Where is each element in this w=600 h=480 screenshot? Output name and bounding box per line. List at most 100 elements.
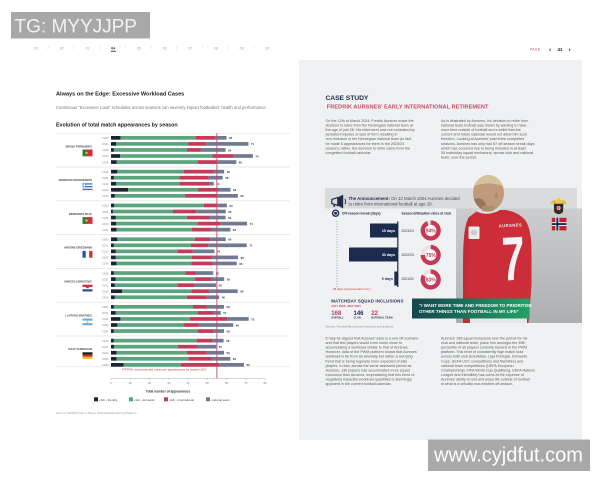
svg-text:freedom. Looking at Aursnes’ p: freedom. Looking at Aursnes’ past three … bbox=[441, 137, 524, 141]
svg-text:19/20: 19/20 bbox=[102, 204, 109, 208]
svg-text:GEORGIOS MAVROPANOS: GEORGIOS MAVROPANOS bbox=[59, 178, 93, 182]
svg-text:22/23: 22/23 bbox=[102, 289, 109, 293]
svg-text:Championship, FIFA World Cup Q: Championship, FIFA World Cup Qualifying,… bbox=[441, 368, 535, 372]
svg-text:60: 60 bbox=[229, 204, 233, 208]
svg-text:21/22: 21/22 bbox=[102, 182, 109, 186]
svg-text:ANTOINE GRIEZMANN: ANTOINE GRIEZMANN bbox=[64, 246, 92, 250]
svg-text:60: 60 bbox=[229, 136, 233, 140]
svg-text:22/23: 22/23 bbox=[102, 222, 109, 226]
svg-text:ILKAY GUNDOGAN: ILKAY GUNDOGAN bbox=[68, 347, 92, 351]
svg-text:23/24: 23/24 bbox=[102, 194, 109, 198]
svg-text:23/24: 23/24 bbox=[102, 363, 109, 367]
svg-text:65: 65 bbox=[239, 262, 243, 266]
svg-text:21/22: 21/22 bbox=[102, 216, 109, 220]
svg-text:Season: Season bbox=[402, 212, 414, 216]
svg-text:LAUTARO MARTINEZ: LAUTARO MARTINEZ bbox=[65, 313, 92, 317]
svg-text:club - international: club - international bbox=[170, 398, 195, 402]
svg-text:146: 146 bbox=[354, 311, 365, 317]
svg-text:20: 20 bbox=[148, 381, 152, 385]
svg-text:CLUB: CLUB bbox=[354, 316, 361, 320]
svg-text:03: 03 bbox=[85, 47, 89, 51]
svg-text:06: 06 bbox=[163, 47, 167, 51]
svg-text:congested football calendar.: congested football calendar. bbox=[326, 151, 372, 155]
svg-text:71: 71 bbox=[251, 142, 255, 146]
svg-text:10: 10 bbox=[129, 381, 133, 385]
svg-text:62: 62 bbox=[233, 188, 237, 192]
svg-text:in what is a virtually non-exi: in what is a virtually non-existent off-… bbox=[441, 382, 513, 386]
svg-text:the age of just 28. His retire: the age of just 28. His retirement was n… bbox=[326, 128, 415, 132]
svg-text:non-inclusion in the Norwegian: non-inclusion in the Norwegian national … bbox=[326, 137, 413, 141]
svg-text:19/20: 19/20 bbox=[102, 238, 109, 242]
svg-text:56: 56 bbox=[222, 296, 226, 300]
svg-text:59: 59 bbox=[227, 277, 231, 281]
svg-text:across both club (Eredivisie,: across both club (Eredivisie, Liga Portu… bbox=[441, 355, 527, 359]
svg-text:20/21: 20/21 bbox=[102, 311, 109, 315]
svg-text:season); rather, the decision: season); rather, the decision to retire … bbox=[326, 146, 410, 150]
svg-text:71: 71 bbox=[249, 244, 253, 248]
svg-text:PAGE: PAGE bbox=[530, 48, 541, 52]
svg-text:MATCHDAY SQUAD INCLUSIONS: MATCHDAY SQUAD INCLUSIONS bbox=[331, 298, 403, 303]
svg-text:64: 64 bbox=[236, 323, 240, 327]
svg-text:10: 10 bbox=[265, 47, 269, 51]
svg-text:0: 0 bbox=[110, 381, 112, 385]
svg-text:/: / bbox=[176, 46, 178, 51]
svg-text:21/22: 21/22 bbox=[102, 351, 109, 355]
svg-text:Utilisation rates at club: Utilisation rates at club bbox=[414, 212, 451, 216]
svg-text:CASE STUDY: CASE STUDY bbox=[326, 95, 369, 102]
svg-text:59: 59 bbox=[228, 216, 232, 220]
svg-text:71: 71 bbox=[250, 222, 254, 226]
svg-text:Evolution of total match appea: Evolution of total match appearances by … bbox=[56, 123, 178, 129]
svg-text:League and friendlies) has com: League and friendlies) has come at the e… bbox=[441, 373, 525, 377]
svg-text:Total number of appearances: Total number of appearances bbox=[146, 390, 190, 394]
svg-text:›: › bbox=[569, 47, 571, 54]
svg-text:Cups, UEFA UCC competitions an: Cups, UEFA UCC competitions and friendli… bbox=[441, 359, 523, 363]
svg-text:inclusions than Aursnes, empha: inclusions than Aursnes, emphasising tha… bbox=[326, 373, 416, 377]
svg-text:Source: Football Benchmark res: Source: Football Benchmark research and … bbox=[326, 324, 394, 328]
svg-text:MARCELO BROZOVIC: MARCELO BROZOVIC bbox=[64, 280, 92, 284]
svg-text:60: 60 bbox=[228, 210, 232, 214]
svg-text:TG: MYYJJPP: TG: MYYJJPP bbox=[15, 17, 137, 38]
svg-text:BERNARDO SILVA: BERNARDO SILVA bbox=[69, 212, 92, 216]
svg-text:60: 60 bbox=[225, 381, 229, 385]
svg-text:As is illustrated by Aursnes,: As is illustrated by Aursnes, his decisi… bbox=[441, 119, 528, 123]
svg-text:national team competitions (UE: national team competitions (UEFA Europea… bbox=[441, 364, 514, 368]
svg-text:“I WANT MORE TIME AND FREEDOM: “I WANT MORE TIME AND FREEDOM TO PRIORIT… bbox=[419, 303, 532, 308]
svg-text:05: 05 bbox=[137, 47, 141, 51]
svg-text:80: 80 bbox=[263, 381, 267, 385]
svg-text:04: 04 bbox=[111, 47, 115, 51]
svg-text:Aursnes, 130 players had accum: Aursnes, 130 players had accumulated mor… bbox=[326, 368, 410, 372]
svg-text:65: 65 bbox=[239, 160, 243, 164]
svg-text:01: 01 bbox=[34, 47, 38, 51]
svg-text:/: / bbox=[227, 46, 229, 51]
svg-text:/: / bbox=[202, 46, 204, 51]
svg-text:23/24: 23/24 bbox=[102, 296, 109, 300]
svg-text:62: 62 bbox=[233, 357, 237, 361]
svg-text:club - domestic: club - domestic bbox=[135, 398, 156, 402]
svg-text:20/21: 20/21 bbox=[102, 277, 109, 281]
svg-text:57: 57 bbox=[223, 311, 227, 315]
svg-text:www.cyjdfut.com: www.cyjdfut.com bbox=[433, 445, 583, 467]
svg-text:Source: FIFPRO Men's Player Wo: Source: FIFPRO Men's Player Workload Mon… bbox=[56, 411, 137, 415]
svg-text:07: 07 bbox=[188, 47, 192, 51]
svg-text:BRUNO FERNANDES: BRUNO FERNANDES bbox=[66, 144, 93, 148]
svg-text:club - friendly: club - friendly bbox=[100, 398, 118, 402]
svg-text:20/21: 20/21 bbox=[102, 244, 109, 248]
svg-text:40: 40 bbox=[186, 381, 190, 385]
svg-text:‹: ‹ bbox=[549, 47, 551, 54]
svg-text:66: 66 bbox=[240, 194, 244, 198]
svg-text:41: 41 bbox=[558, 47, 563, 52]
svg-text:59: 59 bbox=[227, 170, 231, 174]
svg-text:60: 60 bbox=[228, 238, 232, 242]
svg-text:21/22: 21/22 bbox=[102, 283, 109, 287]
svg-text:59: 59 bbox=[227, 329, 231, 333]
svg-text:negatively impactful workload: negatively impactful workload quantities… bbox=[326, 377, 413, 381]
svg-text:The Announcement: On 12 March: The Announcement: On 12 March 2024 Aursn… bbox=[349, 196, 461, 201]
svg-text:Continuous “Excessive Load” sc: Continuous “Excessive Load” schedules ac… bbox=[56, 105, 267, 110]
svg-text:22: 22 bbox=[371, 311, 378, 317]
svg-text:30: 30 bbox=[167, 381, 171, 385]
svg-text:20/21: 20/21 bbox=[102, 345, 109, 349]
svg-text:66: 66 bbox=[241, 256, 245, 260]
svg-text:53: 53 bbox=[216, 271, 220, 275]
svg-text:It may be argued that Aursnes’: It may be argued that Aursnes’ case is a… bbox=[326, 337, 419, 341]
svg-text:platform. This level of consis: platform. This level of consistently hig… bbox=[441, 350, 523, 354]
